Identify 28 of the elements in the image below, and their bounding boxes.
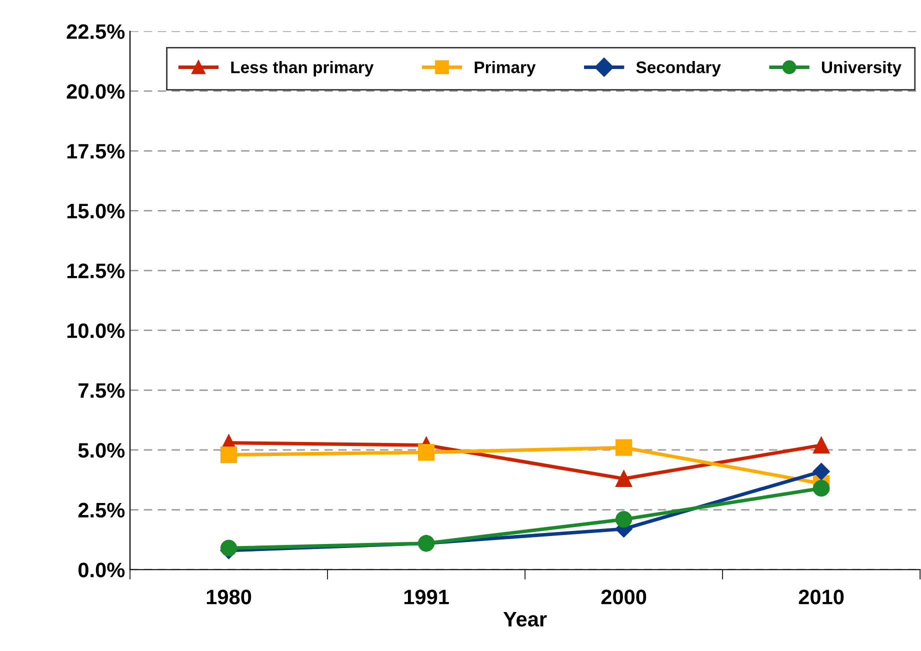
- y-tick-label: 15.0%: [67, 204, 125, 218]
- y-tick-label: 12.5%: [67, 264, 125, 278]
- legend-label: Primary: [474, 60, 536, 77]
- point: [812, 462, 830, 480]
- point: [220, 540, 238, 556]
- y-tick-label: 17.5%: [67, 144, 125, 159]
- point: [615, 470, 632, 488]
- y-tick-label: 10.0%: [67, 323, 125, 338]
- y-tick-label: 20.0%: [66, 84, 125, 99]
- point: [812, 480, 830, 497]
- legend-label: University: [822, 60, 902, 77]
- point: [812, 436, 830, 454]
- y-tick-label: 5.0%: [78, 442, 125, 458]
- x-tick-label: 2000: [601, 590, 646, 604]
- x-axis-title: Year: [503, 612, 547, 627]
- y-tick-label: 2.5%: [78, 502, 125, 518]
- y-tick-label: 22.5%: [66, 24, 125, 39]
- point: [615, 439, 632, 456]
- point: [220, 446, 238, 464]
- point: [418, 444, 435, 461]
- y-tick-label: 0.0%: [78, 562, 125, 578]
- x-tick-label: 2010: [798, 590, 844, 604]
- legend-label: Less than primary: [231, 60, 374, 77]
- y-tick-label: 7.5%: [78, 383, 125, 398]
- x-tick-label: 1991: [404, 590, 449, 604]
- point: [615, 511, 632, 528]
- legend-label: Secondary: [636, 60, 721, 77]
- x-tick-label: 1980: [206, 590, 252, 604]
